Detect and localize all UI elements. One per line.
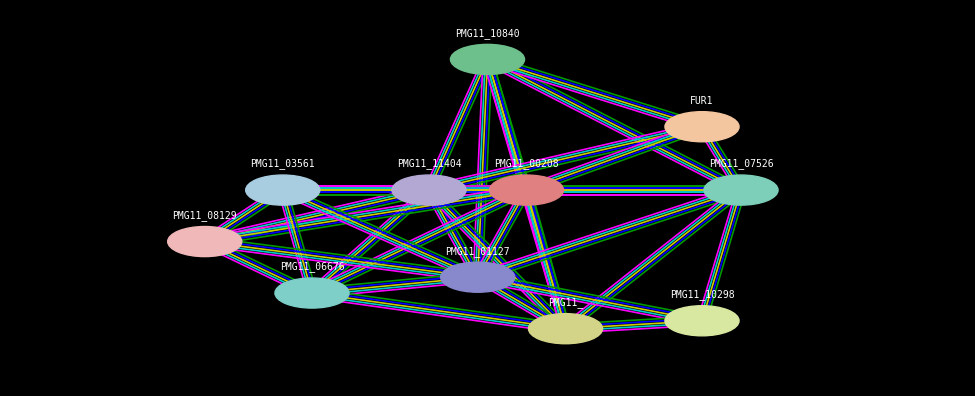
Text: PMG11_00208: PMG11_00208 bbox=[494, 158, 559, 169]
Text: PMG11_01127: PMG11_01127 bbox=[446, 246, 510, 257]
Text: PMG11_03561: PMG11_03561 bbox=[251, 158, 315, 169]
Circle shape bbox=[450, 44, 525, 74]
Text: PMG11_11404: PMG11_11404 bbox=[397, 158, 461, 169]
Text: PMG11_10840: PMG11_10840 bbox=[455, 28, 520, 39]
Circle shape bbox=[704, 175, 778, 205]
Circle shape bbox=[275, 278, 349, 308]
Text: PMG11_07526: PMG11_07526 bbox=[709, 158, 773, 169]
Text: PMG11_06676: PMG11_06676 bbox=[280, 261, 344, 272]
Circle shape bbox=[392, 175, 466, 205]
Circle shape bbox=[528, 314, 603, 344]
Text: PMG11_: PMG11_ bbox=[548, 297, 583, 308]
Text: PMG11_08129: PMG11_08129 bbox=[173, 210, 237, 221]
Circle shape bbox=[665, 306, 739, 336]
Circle shape bbox=[168, 227, 242, 257]
Circle shape bbox=[665, 112, 739, 142]
Text: FUR1: FUR1 bbox=[690, 96, 714, 106]
Circle shape bbox=[489, 175, 564, 205]
Circle shape bbox=[441, 262, 515, 292]
Circle shape bbox=[246, 175, 320, 205]
Text: PMG11_10298: PMG11_10298 bbox=[670, 289, 734, 300]
